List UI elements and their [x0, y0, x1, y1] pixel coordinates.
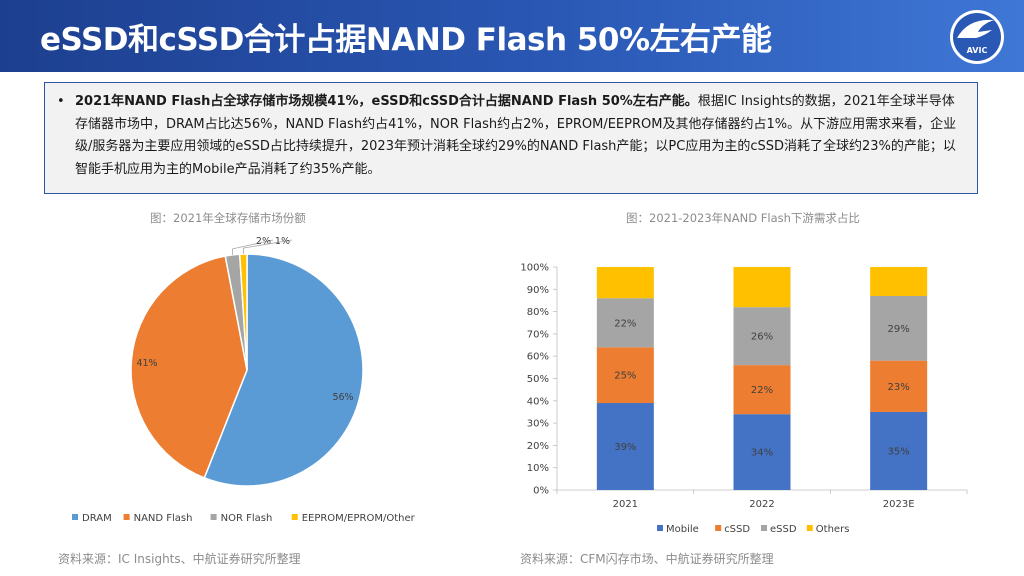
legend-swatch — [715, 525, 722, 531]
bar-segment-essd — [870, 295, 928, 361]
stacked-bar-chart: 0% 10% 20% 30% 40% 50% 60% 70% 80% 90% 100% 39% 25% 2… — [520, 263, 968, 535]
summary-text: 根据IC Insights的数据，2021年全球半导体存储器市场中，DRAM占比… — [75, 94, 957, 177]
bar-data-label: 22% — [614, 318, 636, 329]
pie-source: 资料来源：IC Insights、中航证券研究所整理 — [58, 552, 301, 566]
legend-label: cSSD — [724, 524, 750, 535]
bar-segment-others — [870, 267, 928, 296]
legend-swatch — [657, 525, 663, 531]
bullet-icon: • — [57, 94, 65, 109]
bar-segment-others — [733, 267, 791, 308]
x-tick-label: 2021 — [613, 499, 638, 510]
bar-data-label: 34% — [751, 448, 773, 459]
y-tick-label: 10% — [527, 463, 549, 474]
bar-segment-mobile — [596, 403, 654, 490]
x-tick-label: 2022 — [749, 499, 774, 510]
y-tick-label: 60% — [527, 352, 549, 363]
pie-slice-nand-flash — [130, 255, 248, 479]
legend-label: NAND Flash — [134, 513, 193, 524]
legend-label: Others — [816, 524, 850, 535]
pie-chart: 56% 41% 2% 1% DRAM NAND Flash NOR Flash EEPROM/… — [72, 236, 416, 524]
bar-data-label: 29% — [888, 324, 910, 335]
bar-source: 资料来源：CFM闪存市场、中航证券研究所整理 — [520, 552, 774, 566]
bar-segment-cssd — [596, 347, 654, 404]
pie-data-label: 2% — [256, 236, 271, 247]
bar-data-label: 25% — [614, 371, 636, 382]
y-tick-label: 80% — [527, 307, 549, 318]
legend-label: EEPROM/EPROM/Other — [302, 513, 416, 524]
legend-swatch — [72, 514, 78, 520]
legend-swatch — [123, 514, 130, 520]
bar-segment-cssd — [733, 365, 791, 415]
legend-label: Mobile — [666, 524, 699, 535]
bar-data-label: 35% — [888, 446, 910, 457]
pie-data-label: 41% — [136, 358, 157, 369]
y-tick-label: 30% — [527, 419, 549, 430]
pie-caption: 图：2021年全球存储市场份额 — [150, 211, 306, 225]
pie-data-label: 1% — [275, 236, 290, 247]
avic-logo-icon: AVIC — [950, 10, 1004, 64]
bar-data-label: 22% — [751, 385, 773, 396]
bar-segment-essd — [596, 298, 654, 348]
legend-label: DRAM — [82, 513, 112, 524]
legend-swatch — [291, 514, 298, 520]
bar-segment-cssd — [870, 360, 928, 412]
pie-slice-dram — [203, 253, 364, 487]
legend-swatch — [806, 525, 813, 531]
legend-label: NOR Flash — [221, 513, 273, 524]
y-tick-label: 90% — [527, 285, 549, 296]
bar-segment-essd — [733, 307, 791, 366]
logo-text: AVIC — [967, 46, 988, 55]
legend-swatch — [210, 514, 217, 520]
summary-box: • 2021年NAND Flash占全球存储市场规模41%，eSSD和cSSD合… — [44, 82, 978, 194]
bar-segment-others — [596, 267, 654, 299]
bar-caption: 图：2021-2023年NAND Flash下游需求占比 — [626, 211, 860, 225]
x-tick-label: 2023E — [883, 499, 915, 510]
bar-segment-mobile — [870, 411, 928, 490]
pie-data-label: 56% — [332, 392, 353, 403]
summary-bold: 2021年NAND Flash占全球存储市场规模41%，eSSD和cSSD合计占… — [75, 94, 698, 109]
y-tick-label: 70% — [527, 329, 549, 340]
y-tick-label: 40% — [527, 396, 549, 407]
bar-data-label: 26% — [751, 332, 773, 343]
legend-label: eSSD — [770, 524, 797, 535]
bar-segment-mobile — [733, 414, 791, 490]
legend-swatch — [761, 525, 767, 531]
bar-data-label: 23% — [888, 382, 910, 393]
y-tick-label: 20% — [527, 441, 549, 452]
header-bar: eSSD和cSSD合计占据NAND Flash 50%左右产能 AVIC — [0, 0, 1024, 72]
y-tick-label: 0% — [533, 486, 549, 497]
bar-data-label: 39% — [614, 442, 636, 453]
pie-leader-line — [242, 239, 293, 255]
y-tick-label: 100% — [520, 263, 549, 274]
pie-leader-line — [232, 239, 274, 255]
page-title: eSSD和cSSD合计占据NAND Flash 50%左右产能 — [40, 22, 772, 58]
y-tick-label: 50% — [527, 374, 549, 385]
